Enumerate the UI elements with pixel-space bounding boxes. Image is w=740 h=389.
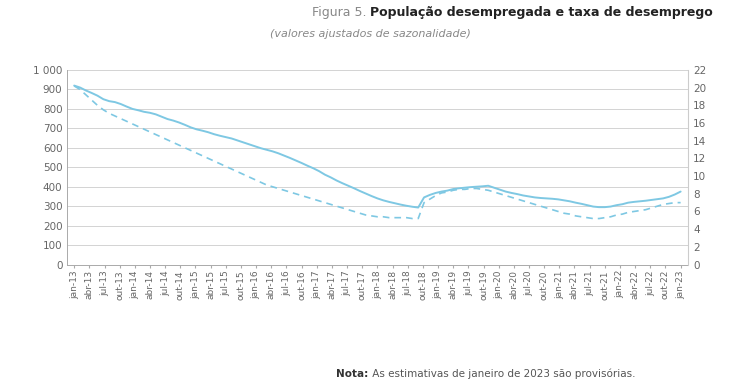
Text: (valores ajustados de sazonalidade): (valores ajustados de sazonalidade)	[269, 29, 471, 39]
Text: População desempregada e taxa de desemprego: População desempregada e taxa de desempr…	[370, 6, 713, 19]
Text: Figura 5.: Figura 5.	[312, 6, 370, 19]
Text: Nota:: Nota:	[336, 369, 369, 379]
Text: As estimativas de janeiro de 2023 são provisórias.: As estimativas de janeiro de 2023 são pr…	[369, 369, 635, 379]
